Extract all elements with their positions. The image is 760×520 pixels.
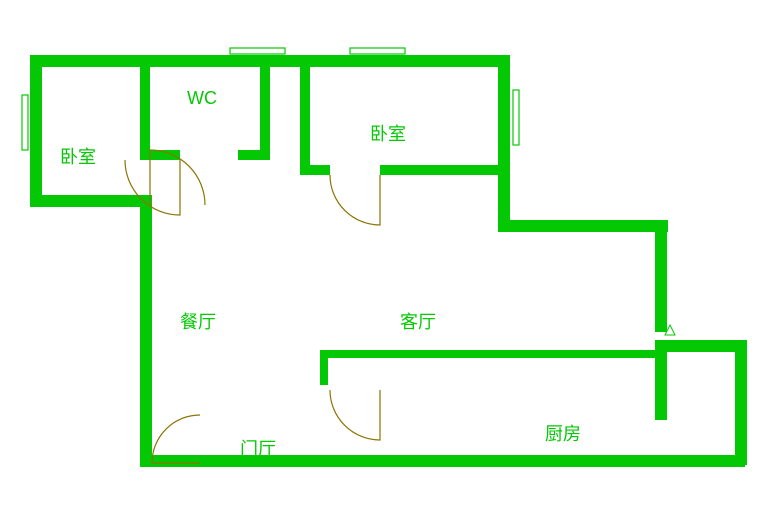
label-foyer: 门厅 <box>240 435 276 461</box>
label-dining: 餐厅 <box>180 308 216 334</box>
floor-plan <box>0 0 760 520</box>
label-wc: WC <box>187 88 217 109</box>
label-bedroom-left: 卧室 <box>60 143 96 169</box>
label-kitchen: 厨房 <box>545 420 581 446</box>
label-bedroom-right: 卧室 <box>370 120 406 146</box>
label-living: 客厅 <box>400 308 436 334</box>
